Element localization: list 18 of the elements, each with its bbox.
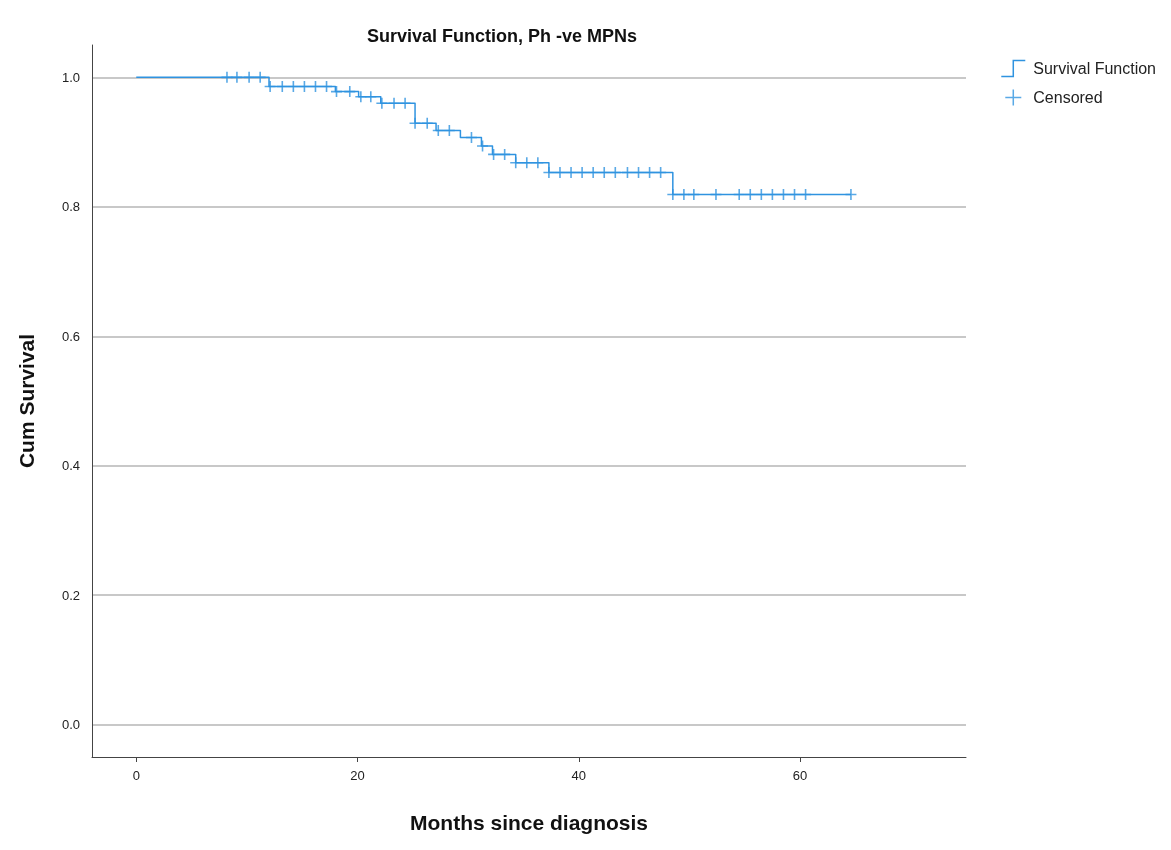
x-tick-label: 0 [132, 768, 140, 783]
x-tick-label: 40 [571, 768, 587, 783]
x-tick-label: 20 [350, 768, 365, 783]
x-tick-label: 60 [792, 768, 808, 783]
legend-label: Survival Function [1033, 60, 1156, 77]
y-tick-label: 1.0 [61, 69, 80, 85]
y-tick-label: 0.8 [61, 199, 80, 215]
x-axis-title: Months since diagnosis [409, 811, 649, 834]
y-tick-label: 0.0 [61, 717, 80, 733]
point [375, 96, 389, 110]
legend-label: Censored [1033, 89, 1103, 106]
chart-title: Survival Function, Ph -ve MPNs [366, 26, 638, 46]
y-axis-title: Cum Survival [15, 333, 38, 469]
y-tick-label: 0.2 [61, 587, 80, 603]
point [387, 96, 401, 110]
point [398, 96, 412, 110]
y-tick-label: 0.6 [61, 328, 80, 344]
y-tick-label: 0.4 [61, 458, 80, 474]
